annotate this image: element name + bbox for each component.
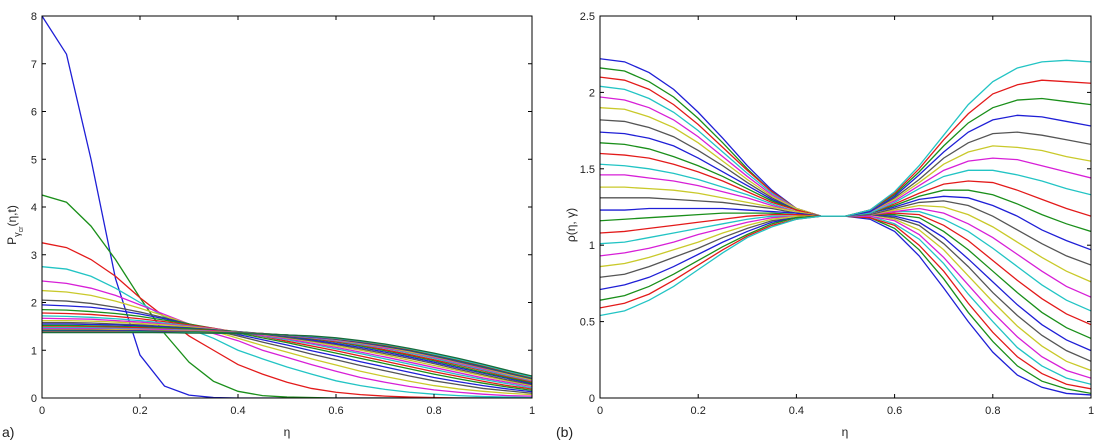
panel-b-axes-frame xyxy=(599,15,1092,399)
panel-b-tag: (b) xyxy=(556,424,573,440)
panel-b-y-tick-label: 0 xyxy=(589,393,595,405)
panel-a-series-line-7 xyxy=(42,299,532,394)
panel-a-x-tick-label: 0.6 xyxy=(328,405,343,417)
panel-b-series-line-9 xyxy=(600,142,1091,340)
panel-a-y-tick-label: 7 xyxy=(31,59,37,71)
panel-a-y-tick-label: 6 xyxy=(31,107,37,119)
panel-b-series-line-21 xyxy=(600,131,1091,278)
panel-a-series-line-6 xyxy=(42,289,532,396)
panel-b-series-line-17 xyxy=(600,180,1091,234)
panel-a-y-axis-label: Pγcr(η,t) xyxy=(5,205,25,245)
panel-a-y-tick-label: 5 xyxy=(31,154,37,166)
panel-a-y-tick-label: 4 xyxy=(31,202,37,214)
panel-a-y-axis-label-subsub: cr xyxy=(18,226,25,233)
panel-b-series-line-13 xyxy=(600,186,1091,283)
panel-a-y-tick-label: 1 xyxy=(31,345,37,357)
panel-a-x-tick-label: 0.8 xyxy=(426,405,441,417)
panel-a-x-tick-label: 0.4 xyxy=(230,405,245,417)
panel-a-x-tick-label: 0.2 xyxy=(132,405,147,417)
panel-b-series-line-4 xyxy=(600,85,1091,385)
panel-a-y-tick-label: 2 xyxy=(31,298,37,310)
panel-b-y-tick-label: 0.5 xyxy=(580,317,595,329)
panel-a-y-axis-label-sub: γ xyxy=(12,232,22,237)
panel-a-y-tick-label: 8 xyxy=(31,11,37,23)
panel-a-y-axis-label-main: P xyxy=(5,237,19,245)
panel-a-x-tick-label: 1 xyxy=(529,405,535,417)
panel-b-series-line-1 xyxy=(600,58,1091,396)
panel-b-y-tick-label: 2 xyxy=(589,87,595,99)
panel-b-x-tick-label: 0 xyxy=(597,405,603,417)
panel-b-x-tick-label: 0.8 xyxy=(985,405,1000,417)
panel-a-plot: a) Pγcr(η,t) η 0 0.2 0.4 0.6 0.8 1 0 1 2 3 4 5 6 7 8 xyxy=(2,11,535,440)
panel-b-x-tick-label: 0.4 xyxy=(789,405,804,417)
panel-b-plot: (b) ρ(η, γ) η 0 0.2 0.4 0.6 0.8 1 0 0.5 1 1.5 2 2.5 xyxy=(556,11,1094,440)
panel-a-series-line-11 xyxy=(42,315,532,389)
panel-a-tag: a) xyxy=(2,424,14,440)
panel-b-x-tick-label: 0.6 xyxy=(887,405,902,417)
panel-a-y-tick-label: 3 xyxy=(31,250,37,262)
panel-b-series-line-2 xyxy=(600,67,1091,395)
panel-a-series-line-8 xyxy=(42,304,532,393)
panel-b-x-axis-label: η xyxy=(842,425,849,439)
panel-b-y-tick-label: 2.5 xyxy=(580,11,595,23)
panel-b-x-tick-label: 0.2 xyxy=(691,405,706,417)
panel-a-series-line-26 xyxy=(42,331,532,377)
panel-b-series-group xyxy=(600,58,1091,396)
panel-b-series-line-11 xyxy=(600,163,1091,312)
panel-b-y-tick-label: 1 xyxy=(589,240,595,252)
panel-b-series-line-22 xyxy=(600,114,1091,291)
panel-a-series-line-10 xyxy=(42,312,532,390)
panel-b-series-line-12 xyxy=(600,174,1091,298)
panel-b-series-line-5 xyxy=(600,96,1091,379)
panel-a-x-axis-label: η xyxy=(284,425,291,439)
panel-b-y-axis-label: ρ(η, γ) xyxy=(564,208,578,242)
panel-a-y-axis-label-arg: (η,t) xyxy=(5,205,19,226)
panel-b-series-line-25 xyxy=(600,59,1091,317)
panel-b-y-tick-label: 1.5 xyxy=(580,164,595,176)
panel-a-x-tick-label: 0 xyxy=(39,405,45,417)
panel-a-series-line-4 xyxy=(42,266,532,398)
panel-a-series-line-5 xyxy=(42,280,532,397)
panel-a-series-line-12 xyxy=(42,317,532,388)
panel-a-series-line-2 xyxy=(42,194,532,398)
panel-a-y-tick-label: 0 xyxy=(31,393,37,405)
panel-a-series-group xyxy=(42,16,532,398)
panel-a-series-line-9 xyxy=(42,309,532,392)
panel-b-x-tick-label: 1 xyxy=(1088,405,1094,417)
panel-b-series-line-10 xyxy=(600,152,1091,326)
panel-a-series-line-14 xyxy=(42,321,532,386)
